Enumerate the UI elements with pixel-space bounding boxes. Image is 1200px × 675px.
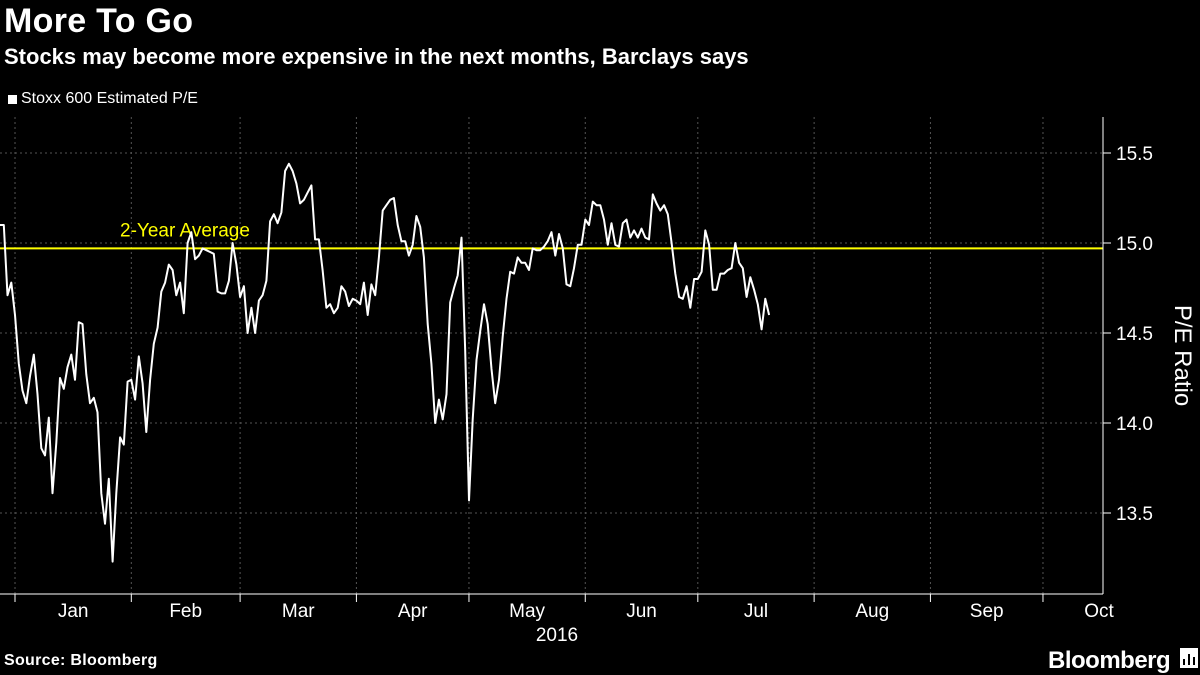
legend-label: Stoxx 600 Estimated P/E <box>21 90 198 107</box>
x-tick-label: Aug <box>855 601 889 622</box>
x-year-label: 2016 <box>536 625 578 646</box>
chart-legend: Stoxx 600 Estimated P/E <box>8 90 198 108</box>
x-tick-label: Jan <box>58 601 89 622</box>
series-group <box>0 162 771 563</box>
x-tick-label: Mar <box>282 601 315 622</box>
x-tick-label: May <box>509 601 545 622</box>
y-axis-title: P/E Ratio <box>1169 305 1196 406</box>
x-tick-label: Jun <box>626 601 657 622</box>
x-tick-label: Apr <box>398 601 428 622</box>
reference-line-group: 2-Year Average <box>0 220 1103 250</box>
y-tick-label: 14.5 <box>1116 324 1153 345</box>
y-tick-label: 15.5 <box>1116 144 1153 165</box>
chart-subtitle: Stocks may become more expensive in the … <box>4 44 749 69</box>
bloomberg-logo: Bloomberg <box>1048 647 1171 674</box>
axes: 13.5 14.0 14.5 15.0 15.5 Jan Feb Mar Apr May Jun Ju… <box>0 117 1196 646</box>
y-tick-label: 15.0 <box>1116 234 1153 255</box>
x-tick-label: Feb <box>169 601 202 622</box>
chart-title: More To Go <box>4 2 194 40</box>
series-line <box>0 162 771 563</box>
x-tick-label: Jul <box>744 601 768 622</box>
y-tick-label: 14.0 <box>1116 414 1153 435</box>
bloomberg-chart-icon <box>1180 648 1198 668</box>
y-tick-label: 13.5 <box>1116 504 1153 525</box>
grid <box>0 117 1103 594</box>
source-note: Source: Bloomberg <box>4 652 158 669</box>
average-label: 2-Year Average <box>120 220 250 241</box>
x-tick-label: Oct <box>1084 601 1114 622</box>
legend-swatch <box>8 94 17 104</box>
x-tick-label: Sep <box>970 601 1004 622</box>
